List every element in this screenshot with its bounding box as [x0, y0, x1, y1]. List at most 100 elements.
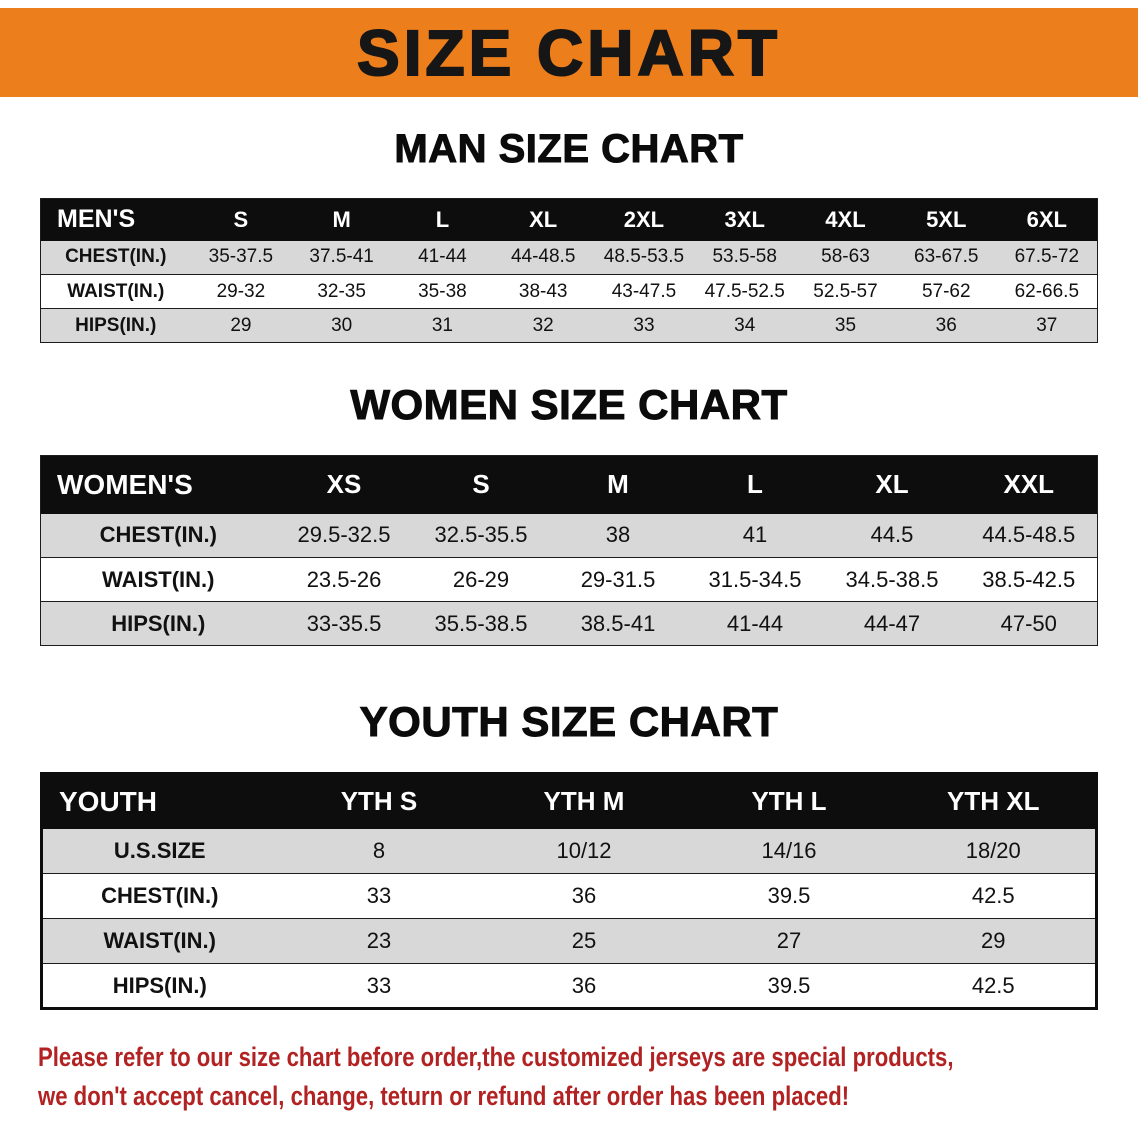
- man-size-table: MEN'S S M L XL 2XL 3XL 4XL 5XL 6XL CHEST(IN.) 35-3…: [40, 198, 1098, 343]
- row-label: WAIST(IN.): [67, 280, 165, 302]
- row-label: WAIST(IN.): [102, 566, 215, 592]
- size-value: 31: [431, 314, 453, 336]
- size-value: 33: [366, 883, 392, 908]
- size-column-header: S: [190, 198, 292, 241]
- disclaimer-line-2: we don't accept cancel, change, teturn o…: [38, 1081, 850, 1112]
- size-value: 32-35: [317, 280, 366, 302]
- size-value: 32: [532, 314, 554, 336]
- size-column-header: XL: [492, 198, 594, 241]
- size-value: 39.5: [767, 972, 811, 998]
- row-label: U.S.SIZE: [113, 837, 206, 863]
- size-value: 48.5-53.5: [603, 246, 685, 268]
- measurement-row: WAIST(IN.) 23 25 27 29: [41, 918, 1097, 964]
- women-size-table: WOMEN'S XS S M L XL XXL CHEST(IN.) 29.5-32.5 32.…: [40, 455, 1098, 646]
- size-column-header: YTH XL: [891, 773, 1097, 829]
- size-value: 47-50: [1000, 610, 1057, 636]
- women-size-section: WOMEN SIZE CHART WOMEN'S XS S M L XL XXL CHEST…: [0, 381, 1138, 646]
- size-column-header: 4XL: [795, 198, 896, 241]
- size-value: 38.5-41: [580, 610, 656, 636]
- size-column-header: XL: [823, 455, 961, 514]
- size-value: 30: [331, 314, 353, 336]
- size-value: 38: [605, 522, 631, 548]
- size-value: 63-67.5: [914, 246, 979, 268]
- size-column-header: XS: [275, 455, 413, 514]
- youth-table-body: U.S.SIZE 8 10/12 14/16 18/20 CHEST(IN.) 33 36 39…: [41, 828, 1097, 1009]
- size-column-header: M: [291, 198, 393, 241]
- corner-header: MEN'S: [40, 198, 191, 241]
- measurement-row: HIPS(IN.) 33 36 39.5 42.5: [41, 963, 1097, 1009]
- row-label: CHEST(IN.): [101, 883, 219, 908]
- size-value: 39.5: [767, 883, 811, 908]
- size-value: 44.5-48.5: [982, 522, 1076, 548]
- size-value: 27: [776, 928, 802, 953]
- corner-header: YOUTH: [41, 773, 277, 829]
- size-value: 34: [734, 314, 756, 336]
- banner-title: SIZE CHART: [356, 16, 781, 90]
- disclaimer: Please refer to our size chart before or…: [38, 1038, 1138, 1116]
- size-value: 41-44: [418, 246, 467, 268]
- corner-header: WOMEN'S: [40, 455, 276, 514]
- size-value: 58-63: [821, 246, 870, 268]
- size-value: 36: [935, 314, 957, 336]
- header-row: WOMEN'S XS S M L XL XXL: [40, 455, 1098, 514]
- size-value: 42.5: [971, 883, 1015, 908]
- measurement-row: WAIST(IN.) 23.5-26 26-29 29-31.5 31.5-34.5 34…: [40, 557, 1098, 602]
- size-value: 44.5: [870, 522, 914, 548]
- man-size-section: MAN SIZE CHART MEN'S S M L XL 2XL 3XL 4XL 5XL 6XL…: [0, 127, 1138, 343]
- size-column-header: YTH S: [276, 773, 482, 829]
- measurement-row: CHEST(IN.) 33 36 39.5 42.5: [41, 873, 1097, 919]
- size-column-header: 2XL: [593, 198, 695, 241]
- man-size-heading: MAN SIZE CHART: [394, 127, 744, 172]
- size-value: 8: [372, 837, 386, 863]
- size-value: 37: [1036, 314, 1058, 336]
- man-table-head: MEN'S S M L XL 2XL 3XL 4XL 5XL 6XL: [40, 198, 1098, 241]
- size-value: 35: [834, 314, 857, 336]
- size-column-header: L: [686, 455, 824, 514]
- measurement-row: WAIST(IN.) 29-32 32-35 35-38 38-43 43-47.5 47.…: [40, 274, 1098, 309]
- size-value: 62-66.5: [1014, 280, 1080, 302]
- size-value: 37.5-41: [309, 246, 374, 268]
- size-value: 57-62: [921, 280, 971, 302]
- size-column-header: S: [412, 455, 550, 514]
- size-value: 29: [230, 314, 252, 336]
- measurement-row: HIPS(IN.) 33-35.5 35.5-38.5 38.5-41 41-44 44-…: [40, 601, 1098, 646]
- size-value: 36: [571, 883, 597, 908]
- youth-size-section: YOUTH SIZE CHART YOUTH YTH S YTH M YTH L YTH…: [0, 698, 1138, 1010]
- women-size-heading: WOMEN SIZE CHART: [350, 381, 788, 429]
- size-value: 23.5-26: [306, 566, 382, 592]
- size-value: 33-35.5: [306, 610, 382, 636]
- size-value: 23: [366, 928, 392, 953]
- size-value: 53.5-58: [712, 246, 777, 268]
- man-table-body: CHEST(IN.) 35-37.5 37.5-41 41-44 44-48.5 48.5…: [40, 240, 1098, 343]
- size-value: 29: [981, 928, 1006, 953]
- women-table-head: WOMEN'S XS S M L XL XXL: [40, 455, 1098, 514]
- size-value: 38.5-42.5: [982, 566, 1076, 592]
- size-column-header: 3XL: [694, 198, 796, 241]
- size-value: 38-43: [518, 280, 568, 302]
- disclaimer-line-1: Please refer to our size chart before or…: [38, 1042, 954, 1072]
- row-label: HIPS(IN.): [112, 972, 207, 998]
- size-value: 35-37.5: [208, 246, 274, 268]
- youth-table-head: YOUTH YTH S YTH M YTH L YTH XL: [41, 773, 1097, 829]
- row-label: CHEST(IN.): [65, 246, 167, 268]
- size-value: 67.5-72: [1014, 246, 1080, 268]
- size-value: 42.5: [971, 972, 1015, 998]
- size-value: 43-47.5: [611, 280, 677, 302]
- size-value: 52.5-57: [813, 280, 878, 302]
- size-value: 41-44: [726, 610, 784, 636]
- measurement-row: U.S.SIZE 8 10/12 14/16 18/20: [41, 828, 1097, 874]
- size-value: 25: [571, 928, 597, 953]
- size-column-header: YTH M: [481, 773, 687, 829]
- row-label: CHEST(IN.): [99, 522, 217, 548]
- measurement-row: HIPS(IN.) 29 30 31 32 33 34 35 36 37: [40, 308, 1098, 343]
- header-row: YOUTH YTH S YTH M YTH L YTH XL: [41, 773, 1097, 829]
- size-value: 34.5-38.5: [845, 566, 939, 592]
- size-value: 31.5-34.5: [708, 566, 802, 592]
- size-column-header: 6XL: [996, 198, 1098, 241]
- youth-size-heading: YOUTH SIZE CHART: [359, 698, 779, 746]
- size-value: 47.5-52.5: [704, 280, 785, 302]
- size-chart-banner: SIZE CHART: [0, 8, 1138, 97]
- row-label: HIPS(IN.): [75, 314, 157, 336]
- measurement-row: CHEST(IN.) 29.5-32.5 32.5-35.5 38 41 44.5 44.5…: [40, 513, 1098, 558]
- row-label: HIPS(IN.): [111, 610, 206, 636]
